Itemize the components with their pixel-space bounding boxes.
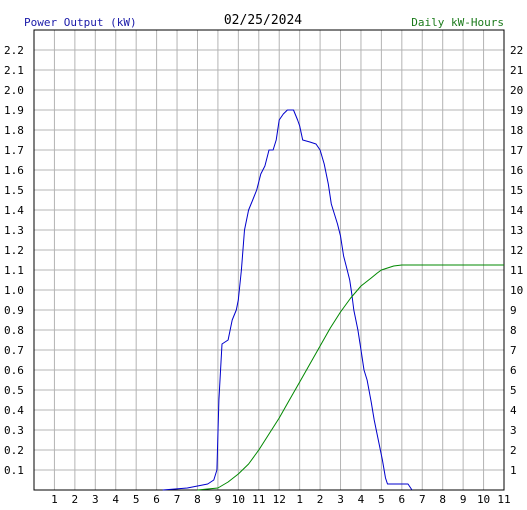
right-tick-label: 12 — [510, 244, 523, 257]
grid-lines — [34, 30, 504, 490]
x-tick-label: 8 — [194, 493, 201, 506]
right-tick-label: 5 — [510, 384, 517, 397]
left-tick-label: 1.9 — [4, 104, 24, 117]
series-layer — [162, 109, 504, 491]
x-tick-label: 6 — [153, 493, 160, 506]
x-tick-label: 7 — [174, 493, 181, 506]
left-tick-label: 2.0 — [4, 84, 24, 97]
left-tick-label: 1.1 — [4, 264, 24, 277]
right-tick-label: 7 — [510, 344, 517, 357]
left-tick-label: 1.8 — [4, 124, 24, 137]
x-tick-label: 7 — [419, 493, 426, 506]
right-tick-label: 18 — [510, 124, 523, 137]
left-tick-label: 1.6 — [4, 164, 24, 177]
right-tick-label: 13 — [510, 224, 523, 237]
x-tick-label: 9 — [215, 493, 222, 506]
left-tick-label: 1.2 — [4, 244, 24, 257]
right-axis-label: Daily kW-Hours — [411, 16, 504, 29]
x-axis-ticks: 1 2 3 4 5 6 7 8 9 10 11 12 1 2 3 4 5 6 7 8 9 10 11 — [51, 493, 511, 506]
x-tick-label: 10 — [232, 493, 245, 506]
right-tick-label: 11 — [510, 264, 523, 277]
daily-kwh-line — [197, 264, 504, 491]
right-tick-label: 4 — [510, 404, 517, 417]
left-tick-label: 1.4 — [4, 204, 24, 217]
x-tick-label: 8 — [439, 493, 446, 506]
x-tick-label: 1 — [51, 493, 58, 506]
x-tick-label: 11 — [497, 493, 510, 506]
right-tick-label: 1 — [510, 464, 517, 477]
chart-title: 02/25/2024 — [224, 13, 302, 28]
left-tick-label: 2.1 — [4, 64, 24, 77]
x-tick-label: 2 — [317, 493, 324, 506]
x-tick-label: 3 — [337, 493, 344, 506]
right-tick-label: 20 — [510, 84, 523, 97]
left-tick-label: 0.5 — [4, 384, 24, 397]
right-tick-label: 14 — [510, 204, 524, 217]
x-tick-label: 9 — [460, 493, 467, 506]
left-tick-label: 0.7 — [4, 344, 24, 357]
x-tick-label: 1 — [296, 493, 303, 506]
left-axis-label: Power Output (kW) — [24, 16, 137, 29]
x-tick-label: 4 — [112, 493, 119, 506]
left-tick-label: 1.7 — [4, 144, 24, 157]
right-tick-label: 22 — [510, 44, 523, 57]
x-tick-label: 10 — [477, 493, 490, 506]
left-tick-label: 1.3 — [4, 224, 24, 237]
left-tick-label: 0.2 — [4, 444, 24, 457]
x-tick-label: 11 — [252, 493, 265, 506]
plot-frame — [33, 29, 505, 491]
left-tick-label: 0.9 — [4, 304, 24, 317]
right-tick-label: 9 — [510, 304, 517, 317]
left-axis-ticks: 0.1 0.2 0.3 0.4 0.5 0.6 0.7 0.8 0.9 1.0 1.1 1.2 1.3 1… — [4, 44, 24, 477]
x-tick-label: 3 — [92, 493, 99, 506]
right-tick-label: 16 — [510, 164, 523, 177]
right-tick-label: 17 — [510, 144, 523, 157]
left-tick-label: 0.8 — [4, 324, 24, 337]
right-tick-label: 10 — [510, 284, 523, 297]
left-tick-label: 1.0 — [4, 284, 24, 297]
x-tick-label: 6 — [399, 493, 406, 506]
right-tick-label: 2 — [510, 444, 517, 457]
right-tick-label: 6 — [510, 364, 517, 377]
x-tick-label: 5 — [133, 493, 140, 506]
power-output-line — [162, 109, 413, 491]
right-tick-label: 19 — [510, 104, 523, 117]
left-tick-label: 1.5 — [4, 184, 24, 197]
x-tick-label: 12 — [273, 493, 286, 506]
left-tick-label: 0.1 — [4, 464, 24, 477]
left-tick-label: 0.6 — [4, 364, 24, 377]
right-tick-label: 8 — [510, 324, 517, 337]
x-tick-label: 5 — [378, 493, 385, 506]
x-tick-label: 2 — [72, 493, 79, 506]
x-tick-label: 4 — [358, 493, 365, 506]
left-tick-label: 0.3 — [4, 424, 24, 437]
right-tick-label: 3 — [510, 424, 517, 437]
left-tick-label: 0.4 — [4, 404, 24, 417]
right-tick-label: 15 — [510, 184, 523, 197]
right-tick-label: 21 — [510, 64, 523, 77]
left-tick-label: 2.2 — [4, 44, 24, 57]
